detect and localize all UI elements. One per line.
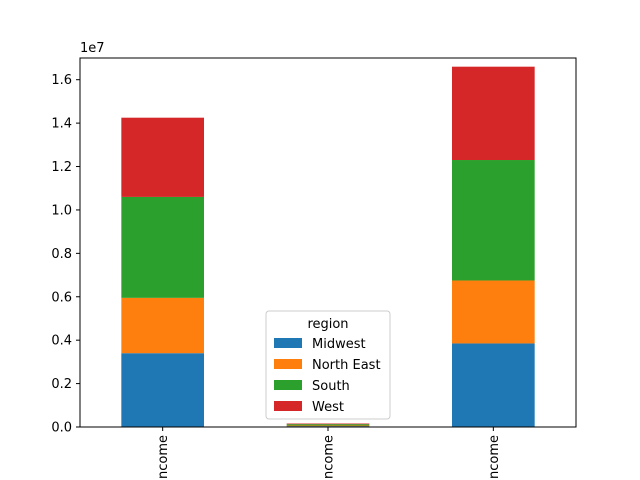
y-tick-label: 1.0 [51,203,72,218]
x-tick-label: ncome [487,435,502,479]
bar-north-east-1 [286,425,370,427]
bar-west-0 [121,117,204,197]
bar-south-0 [121,196,204,298]
y-tick-label: 0.6 [51,290,72,305]
legend-title: region [307,317,348,332]
legend-swatch-midwest [274,338,302,348]
y-axis-offset-label: 1e7 [80,41,105,56]
y-tick-label: 1.2 [51,160,72,175]
legend-swatch-west [274,401,302,411]
y-axis: 0.0 0.2 0.4 0.6 0.8 1.0 1.2 1.4 1.6 [51,73,80,436]
y-tick-label: 0.8 [51,247,72,262]
bar-south-2 [452,160,535,281]
bars-group [121,66,535,427]
legend-swatch-south [274,380,302,390]
legend-label-south: South [312,379,350,394]
legend: region Midwest North East South West [265,310,391,420]
bar-south-1 [286,424,370,426]
legend-label-west: West [312,400,344,415]
legend-swatch-north-east [274,359,302,369]
bar-west-2 [452,66,535,161]
x-tick-label: ncome [322,435,337,479]
bar-north-east-2 [452,280,535,344]
bar-north-east-0 [121,297,204,354]
bar-west-1 [286,423,370,425]
x-axis: ncome ncome ncome [156,427,502,479]
bar-midwest-0 [121,353,204,427]
y-tick-label: 0.2 [51,377,72,392]
y-tick-label: 1.4 [51,117,72,132]
y-tick-label: 0.4 [51,334,72,349]
y-tick-label: 0.0 [51,421,72,436]
y-tick-label: 1.6 [51,73,72,88]
x-tick-label: ncome [156,435,171,479]
bar-midwest-2 [452,343,535,427]
legend-label-north-east: North East [312,358,381,373]
legend-label-midwest: Midwest [312,337,366,352]
